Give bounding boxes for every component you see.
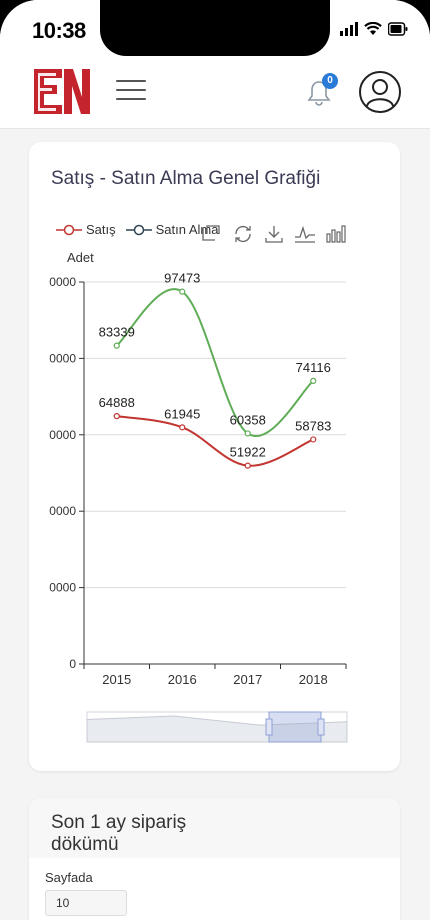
user-avatar-icon xyxy=(359,71,401,113)
line-chart-icon[interactable] xyxy=(294,224,316,244)
data-label: 51922 xyxy=(230,445,266,460)
data-point xyxy=(244,430,251,437)
notification-badge: 0 xyxy=(322,73,338,89)
page-size-input[interactable] xyxy=(45,890,127,916)
y-tick-label: 0 xyxy=(69,657,76,671)
notch xyxy=(100,0,330,56)
data-zoom-end-handle[interactable] xyxy=(317,718,325,736)
y-tick-label: 0000 xyxy=(49,504,76,518)
y-tick-label: 0000 xyxy=(49,428,76,442)
legend-label-sales: Satış xyxy=(86,222,116,237)
brand-logo[interactable] xyxy=(32,63,92,126)
legend-line-icon xyxy=(125,224,152,235)
notifications-button[interactable]: 0 xyxy=(306,73,338,108)
data-label: 74116 xyxy=(296,360,331,375)
chart-card-title: Satış - Satın Alma Genel Grafiği xyxy=(51,168,321,189)
restore-icon[interactable] xyxy=(232,224,254,244)
y-tick-label: 0000 xyxy=(49,275,76,289)
status-time: 10:38 xyxy=(32,18,86,43)
battery-icon xyxy=(388,22,408,36)
page-size-label: Sayfada xyxy=(45,870,93,885)
legend-item-sales[interactable]: Satış xyxy=(56,222,116,237)
data-point xyxy=(179,424,186,431)
data-point xyxy=(113,413,120,420)
data-zoom-selection xyxy=(268,711,322,743)
signal-icon xyxy=(340,22,358,36)
zoom-icon[interactable] xyxy=(201,224,223,244)
orders-card-header: Son 1 ay sipariş dökümü xyxy=(29,798,400,858)
data-label: 58783 xyxy=(295,418,331,433)
x-tick-label: 2015 xyxy=(102,672,131,687)
data-point xyxy=(244,462,251,469)
wifi-icon xyxy=(364,22,382,35)
data-label: 60358 xyxy=(230,412,266,427)
data-zoom-start-handle[interactable] xyxy=(265,718,273,736)
data-point xyxy=(310,377,317,384)
orders-card: Son 1 ay sipariş dökümü Sayfada xyxy=(29,798,400,920)
hamburger-line xyxy=(116,89,146,91)
y-tick-label: 0000 xyxy=(49,581,76,595)
menu-toggle-button[interactable] xyxy=(116,80,146,102)
data-point xyxy=(113,342,120,349)
series-line-sales xyxy=(116,415,314,467)
sales-purchase-chart-card: Satış - Satın Alma Genel Grafiği Satış S… xyxy=(29,142,400,771)
hamburger-line xyxy=(116,98,146,100)
series-line-purchase xyxy=(116,288,314,437)
bar-chart-icon[interactable] xyxy=(325,224,347,244)
hamburger-line xyxy=(116,80,146,82)
x-tick-label: 2016 xyxy=(168,672,197,687)
data-label: 97473 xyxy=(164,271,200,286)
data-point xyxy=(310,436,317,443)
data-label: 64888 xyxy=(99,395,135,410)
status-icons xyxy=(340,22,408,36)
orders-card-title: Son 1 ay sipariş dökümü xyxy=(51,812,187,855)
user-profile-button[interactable] xyxy=(358,70,402,119)
data-label: 61945 xyxy=(164,406,200,421)
download-icon[interactable] xyxy=(263,224,285,244)
data-point xyxy=(179,288,186,295)
y-axis-title: Adet xyxy=(67,250,94,265)
app-header: 0 xyxy=(0,58,430,129)
data-zoom-preview xyxy=(86,715,348,743)
y-tick-label: 0000 xyxy=(49,351,76,365)
status-bar: 10:38 xyxy=(0,0,430,58)
data-label: 83339 xyxy=(99,325,135,340)
chart-toolbox xyxy=(201,224,347,244)
x-tick-label: 2018 xyxy=(299,672,328,687)
legend-line-icon xyxy=(56,224,82,235)
x-tick-label: 2017 xyxy=(233,672,262,687)
